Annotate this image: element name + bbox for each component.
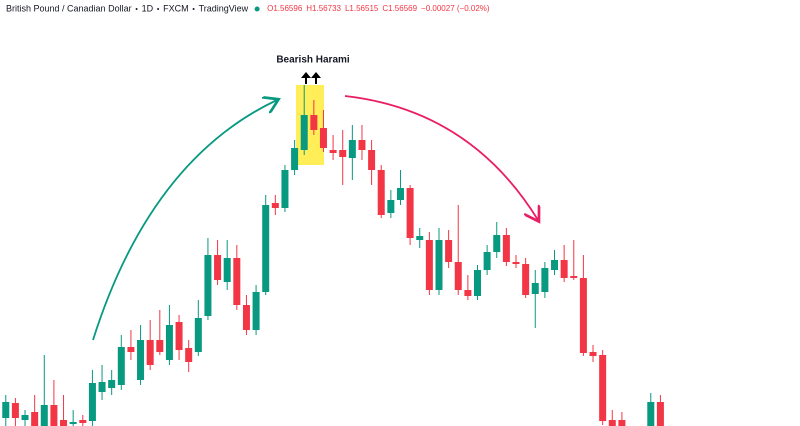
body	[599, 355, 607, 421]
separator	[157, 8, 160, 10]
body	[512, 262, 520, 264]
downtrend-arrow	[344, 95, 538, 220]
uptrend-arrow	[92, 100, 277, 341]
body	[60, 420, 68, 426]
body	[281, 170, 289, 208]
body	[50, 405, 58, 426]
body	[271, 203, 279, 208]
body	[425, 240, 433, 290]
body	[79, 420, 87, 423]
body	[175, 322, 183, 350]
header-item: FXCM	[163, 3, 189, 13]
annotation: Bearish Harami	[276, 55, 350, 66]
body	[40, 405, 48, 426]
separator	[135, 8, 138, 10]
body	[589, 352, 597, 356]
harami-highlight	[296, 85, 324, 165]
body	[647, 402, 655, 426]
body	[368, 150, 376, 170]
body	[570, 276, 578, 278]
signal-arrows	[301, 72, 321, 84]
body	[579, 278, 587, 353]
candles	[2, 85, 664, 426]
body	[21, 415, 29, 420]
header-item: British Pound / Canadian Dollar	[6, 3, 132, 13]
body	[185, 348, 193, 362]
body	[502, 235, 510, 262]
body	[608, 420, 616, 426]
body	[117, 347, 125, 385]
body	[483, 252, 491, 270]
ohlc-value: −0.00027 (−0.02%)	[421, 4, 490, 13]
body	[493, 235, 501, 252]
body	[223, 258, 231, 282]
body	[214, 255, 222, 280]
body	[88, 383, 96, 421]
body	[165, 325, 173, 360]
body	[11, 403, 19, 418]
body	[435, 240, 443, 290]
body	[541, 268, 549, 292]
body	[252, 292, 260, 330]
body	[454, 262, 462, 290]
separator	[192, 8, 195, 10]
body	[194, 318, 202, 352]
body	[445, 240, 453, 262]
ohlc-value: L1.56515	[345, 4, 379, 13]
body	[329, 150, 337, 153]
ohlc-value: C1.56569	[382, 4, 417, 13]
body	[522, 264, 530, 295]
header-item: TradingView	[199, 3, 249, 13]
body	[416, 236, 424, 240]
body	[348, 140, 356, 158]
status-dot	[254, 6, 260, 12]
body	[406, 188, 414, 238]
body	[473, 270, 481, 296]
body	[204, 255, 212, 316]
body	[551, 260, 559, 270]
ohlc-value: O1.56596	[267, 4, 303, 13]
body	[98, 382, 106, 392]
header-item: 1D	[142, 3, 154, 13]
body	[69, 422, 77, 424]
body	[339, 150, 347, 157]
body	[137, 340, 145, 380]
body	[560, 260, 568, 278]
body	[31, 412, 39, 426]
body	[156, 340, 164, 352]
body	[291, 148, 299, 170]
body	[127, 347, 135, 352]
body	[387, 200, 395, 213]
body	[108, 380, 116, 388]
body	[396, 188, 404, 200]
body	[233, 258, 241, 305]
body	[319, 128, 327, 148]
header: British Pound / Canadian Dollar 1D FXCM Tra…	[6, 3, 490, 13]
ohlc-value: H1.56733	[306, 4, 341, 13]
body	[464, 290, 472, 296]
body	[146, 340, 154, 365]
body	[656, 402, 664, 426]
body	[300, 115, 308, 150]
body	[358, 140, 366, 150]
body	[618, 420, 626, 426]
body	[377, 170, 385, 215]
body	[2, 402, 10, 418]
body	[262, 205, 270, 292]
body	[242, 305, 250, 330]
body	[310, 115, 318, 130]
body	[531, 283, 539, 294]
